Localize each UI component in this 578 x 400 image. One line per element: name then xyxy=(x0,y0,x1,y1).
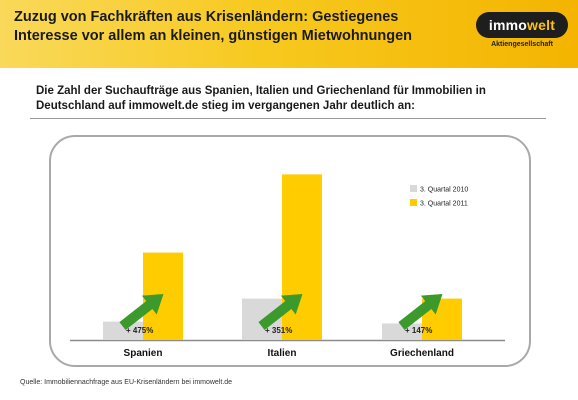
bar-italien-series-2 xyxy=(282,174,322,340)
bar-griechenland-series-1 xyxy=(382,323,422,340)
growth-label: + 351% xyxy=(265,326,292,335)
intro-text: Die Zahl der Suchaufträge aus Spanien, I… xyxy=(36,84,536,114)
category-label-italien: Italien xyxy=(268,348,297,359)
page-title: Zuzug von Fachkräften aus Krisenländern:… xyxy=(14,8,464,46)
logo-text-immo: immo xyxy=(488,17,528,33)
growth-arrow-icon xyxy=(398,293,443,330)
arrow-shape xyxy=(398,293,443,330)
category-label-griechenland: Griechenland xyxy=(390,348,454,359)
logo-text-welt: welt xyxy=(527,17,556,33)
legend-label-1: 3. Quartal 2010 xyxy=(420,187,468,194)
legend-swatch-2 xyxy=(410,199,417,206)
growth-label: + 147% xyxy=(405,326,432,335)
title-line-1: Zuzug von Fachkräften aus Krisenländern:… xyxy=(14,9,399,25)
logo-subtitle: Aktiengesellschaft xyxy=(491,41,553,48)
header-banner: Zuzug von Fachkräften aus Krisenländern:… xyxy=(0,0,578,68)
chart-frame xyxy=(49,135,531,367)
title-line-2: Interesse vor allem an kleinen, günstige… xyxy=(14,28,413,44)
intro-line-1: Die Zahl der Suchaufträge aus Spanien, I… xyxy=(36,85,486,97)
intro-divider xyxy=(30,118,546,119)
immowelt-logo: immowelt Aktiengesellschaft xyxy=(476,12,568,56)
bar-spanien-series-1 xyxy=(103,321,143,340)
growth-arrow-icon xyxy=(119,293,164,330)
arrow-shape xyxy=(258,293,303,330)
legend-swatch-1 xyxy=(410,185,417,192)
legend-label-2: 3. Quartal 2011 xyxy=(420,201,468,208)
arrow-shape xyxy=(119,293,164,330)
intro-line-2: Deutschland auf immowelt.de stieg im ver… xyxy=(36,100,415,112)
logo-badge: immowelt xyxy=(476,12,568,38)
growth-arrow-icon xyxy=(258,293,303,330)
category-label-spanien: Spanien xyxy=(124,348,163,359)
source-note: Quelle: Immobiliennachfrage aus EU-Krise… xyxy=(20,379,233,386)
growth-label: + 475% xyxy=(126,326,153,335)
